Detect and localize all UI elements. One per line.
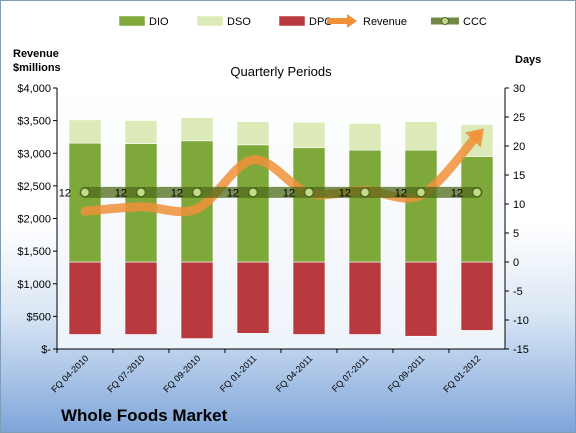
- ccc-data-label: 12: [395, 187, 407, 199]
- right-tick-label: -5: [513, 286, 523, 298]
- left-tick-label: $2,500: [17, 181, 51, 193]
- ccc-marker: [135, 187, 147, 198]
- x-tick-label: FQ 04-2010: [49, 353, 90, 394]
- legend-swatch-dso: [196, 15, 224, 27]
- legend-label-dio: DIO: [149, 16, 169, 28]
- ccc-data-label: 12: [283, 187, 295, 199]
- bar-dio: [404, 149, 438, 263]
- left-tick-label: $3,500: [17, 116, 51, 128]
- legend-arrow-revenue: [347, 14, 357, 28]
- legend-label-dso: DSO: [227, 16, 251, 28]
- ccc-data-label: 12: [171, 187, 183, 199]
- left-tick-label: $4,000: [17, 83, 51, 95]
- right-tick-label: 15: [513, 170, 525, 182]
- legend-swatch-dpo: [278, 15, 306, 27]
- bar-dio: [460, 156, 494, 263]
- ccc-data-label: 12: [451, 187, 463, 199]
- bar-dso: [68, 119, 102, 144]
- legend-marker-ccc: [441, 17, 449, 25]
- bar-dpo: [292, 261, 326, 335]
- bar-dso: [180, 117, 214, 142]
- left-tick-label: $2,000: [17, 214, 51, 226]
- x-tick-label: FQ 07-2011: [330, 353, 371, 394]
- bar-dpo: [124, 261, 158, 335]
- bar-dpo: [460, 261, 494, 331]
- bar-dpo: [236, 261, 270, 334]
- legend: DIO DSO DPO Revenue CCC: [118, 14, 487, 28]
- ccc-marker: [191, 187, 203, 198]
- x-tick-label: FQ 09-2010: [161, 353, 202, 394]
- ccc-marker: [415, 187, 427, 198]
- right-tick-label: 5: [513, 228, 519, 240]
- company-name: Whole Foods Market: [61, 406, 228, 425]
- ccc-data-label: 12: [115, 187, 127, 199]
- right-tick-label: 30: [513, 83, 525, 95]
- right-tick-label: 20: [513, 141, 525, 153]
- x-tick-label: FQ 07-2010: [105, 353, 146, 394]
- right-axis-label: Days: [515, 54, 541, 66]
- bar-dpo: [68, 261, 102, 335]
- left-tick-label: $1,500: [17, 246, 51, 258]
- ccc-data-label: 12: [59, 187, 71, 199]
- bar-dio: [348, 149, 382, 263]
- ccc-data-label: 12: [227, 187, 239, 199]
- right-tick-label: 10: [513, 199, 525, 211]
- bar-dpo: [404, 261, 438, 337]
- bar-dso: [236, 121, 270, 146]
- left-axis-label-line1: Revenue: [13, 48, 59, 60]
- left-tick-label: $500: [27, 311, 51, 323]
- left-tick-label: $3,000: [17, 148, 51, 160]
- ccc-marker: [471, 187, 483, 198]
- ccc-marker: [79, 187, 91, 198]
- bar-dpo: [348, 261, 382, 335]
- legend-label-revenue: Revenue: [363, 16, 407, 28]
- bar-dso: [404, 121, 438, 151]
- plot-area: [57, 88, 505, 349]
- left-tick-label: $-: [41, 344, 51, 356]
- legend-swatch-dio: [118, 15, 146, 27]
- right-tick-label: -15: [513, 344, 529, 356]
- right-tick-label: -10: [513, 315, 529, 327]
- right-tick-label: 25: [513, 112, 525, 124]
- x-tick-label: FQ 01-2011: [218, 353, 259, 394]
- bar-dio: [292, 147, 326, 263]
- revenue-arrowhead: [464, 128, 484, 148]
- legend-label-ccc: CCC: [463, 16, 487, 28]
- x-tick-label: FQ 09-2011: [386, 353, 427, 394]
- bar-dpo: [180, 261, 214, 339]
- ccc-data-label: 12: [339, 187, 351, 199]
- bar-dio: [68, 142, 102, 263]
- left-tick-label: $1,000: [17, 279, 51, 291]
- ccc-marker: [303, 187, 315, 198]
- right-tick-label: 0: [513, 257, 519, 269]
- chart-title: Quarterly Periods: [230, 64, 332, 79]
- ccc-marker: [247, 187, 259, 198]
- ccc-marker: [359, 187, 371, 198]
- x-tick-label: FQ 01-2012: [441, 353, 482, 394]
- x-tick-label: FQ 04-2011: [274, 353, 315, 394]
- bar-dso: [348, 123, 382, 151]
- bar-dso: [292, 121, 326, 149]
- left-axis-label-line2: $millions: [13, 62, 61, 74]
- bar-dso: [124, 120, 158, 144]
